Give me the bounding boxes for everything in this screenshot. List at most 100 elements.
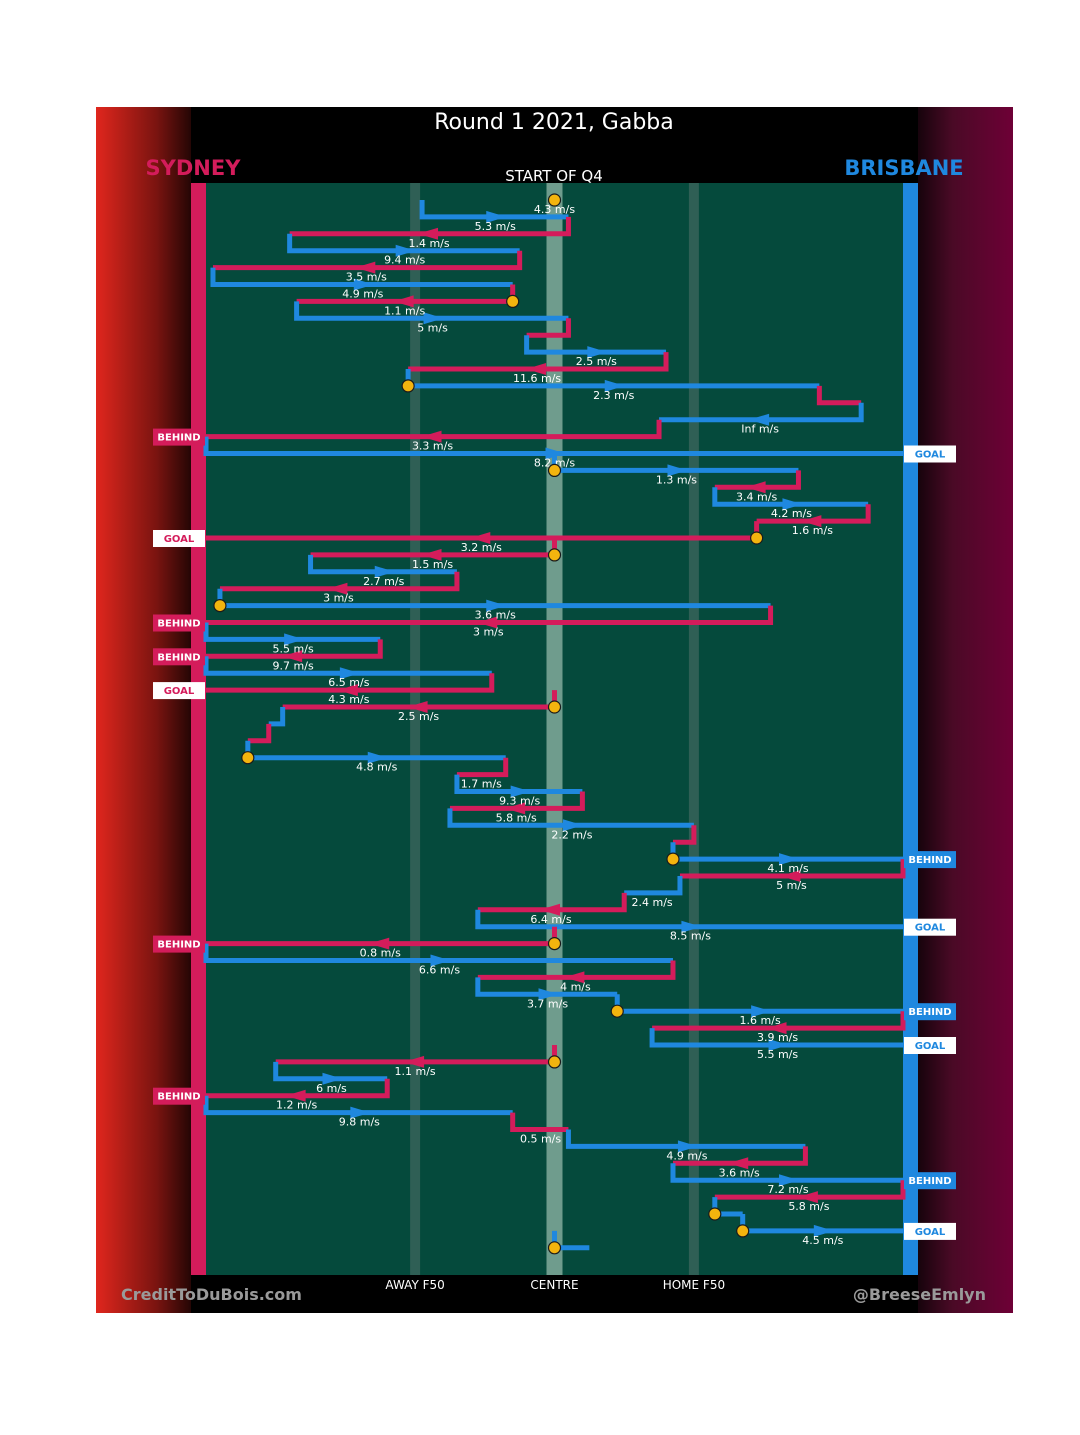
speed-label: 5.8 m/s: [496, 811, 537, 824]
speed-label: 6 m/s: [316, 1082, 347, 1095]
direction-arrow: [285, 1089, 306, 1102]
direction-arrow: [510, 785, 531, 798]
speed-label: 5.5 m/s: [273, 642, 314, 655]
chain-line: [712, 487, 869, 507]
ball-up-marker: [213, 599, 227, 613]
speed-label: 3.2 m/s: [461, 541, 502, 554]
right-team-gradient: [903, 107, 1013, 1313]
speed-label: 1.1 m/s: [384, 304, 425, 317]
direction-arrow: [667, 464, 688, 477]
ball-up-marker: [547, 463, 562, 477]
chain-line: [203, 436, 903, 456]
chain-line: [565, 1129, 806, 1149]
score-result-tag: [153, 648, 205, 666]
direction-arrow: [369, 937, 390, 950]
speed-label: 1.2 m/s: [276, 1099, 317, 1112]
direction-arrow: [423, 312, 444, 325]
direction-arrow: [418, 227, 439, 240]
speed-label: 6.6 m/s: [419, 964, 460, 977]
speed-label: 9.7 m/s: [273, 659, 314, 672]
speed-label: 9.3 m/s: [499, 795, 540, 808]
speed-label: 8.5 m/s: [670, 930, 711, 943]
score-result-label: BEHIND: [908, 1176, 951, 1187]
direction-arrow: [801, 515, 822, 528]
score-result-tag: [904, 1003, 956, 1021]
score-result-label: BEHIND: [157, 619, 200, 630]
speed-label: 2.7 m/s: [363, 575, 404, 588]
speed-label: 3.9 m/s: [757, 1031, 798, 1044]
speed-label: 4.9 m/s: [666, 1149, 707, 1162]
score-result-label: GOAL: [915, 1227, 946, 1238]
chain-line: [672, 1146, 808, 1166]
direction-arrow: [778, 853, 799, 866]
speed-label: 1.4 m/s: [408, 237, 449, 250]
speed-label: 5.8 m/s: [788, 1200, 829, 1213]
score-result-label: BEHIND: [908, 855, 951, 866]
away-team-name: SYDNEY: [146, 156, 242, 180]
direction-arrow: [562, 819, 583, 832]
chain-line: [679, 859, 906, 879]
speed-label: 1.3 m/s: [656, 473, 697, 486]
chain-line: [287, 233, 520, 254]
chain-line: [714, 1180, 906, 1200]
ball-up-marker: [547, 700, 562, 714]
possession-chain-chart: 4.3 m/s 5.3 m/s 1.4 m/s 9.4 m/s 3.5 m/s 4.9 m…: [96, 107, 1013, 1313]
direction-arrow: [486, 599, 507, 612]
score-result-tag: [904, 918, 956, 936]
ball-up-marker: [610, 1004, 624, 1018]
x-axis-label: HOME F50: [663, 1278, 725, 1292]
speed-label: 3.3 m/s: [412, 440, 453, 453]
chain-line: [475, 909, 903, 930]
chain-line: [456, 757, 509, 778]
speed-label: 2.2 m/s: [551, 828, 592, 841]
score-result-label: GOAL: [915, 1041, 946, 1052]
speed-label: 6.4 m/s: [530, 913, 571, 926]
chain-line: [203, 1095, 513, 1116]
ball-up-marker: [736, 1224, 750, 1238]
chain-line: [206, 1078, 390, 1099]
credit-left: CreditToDuBois.com: [121, 1285, 302, 1304]
chain-line: [212, 250, 523, 271]
chain-line: [475, 977, 618, 997]
chain-line: [203, 656, 492, 676]
direction-arrow: [728, 1157, 749, 1170]
score-result-label: BEHIND: [157, 1092, 200, 1103]
speed-label: 3.4 m/s: [736, 490, 777, 503]
chain-line: [408, 352, 669, 372]
chain-line: [652, 1011, 906, 1031]
ball-up-marker: [241, 751, 255, 765]
direction-arrow: [486, 210, 507, 223]
direction-arrow: [339, 667, 360, 680]
speed-label: 0.8 m/s: [360, 947, 401, 960]
chain-line: [219, 571, 460, 592]
speed-label: 2.5 m/s: [398, 710, 439, 723]
chain-line: [206, 419, 662, 440]
speed-label: 1.7 m/s: [461, 778, 502, 791]
speed-label: 8.2 m/s: [534, 457, 575, 470]
direction-arrow: [681, 920, 702, 933]
ball-up-marker: [506, 294, 520, 308]
ball-up-marker: [708, 1207, 722, 1221]
score-result-tag: [904, 1222, 956, 1240]
speed-label: 9.8 m/s: [339, 1116, 380, 1129]
direction-arrow: [407, 701, 428, 713]
speed-label: 3.6 m/s: [475, 609, 516, 622]
chain-line: [210, 267, 513, 287]
direction-arrow: [778, 1174, 799, 1187]
speed-label: 4.1 m/s: [767, 862, 808, 875]
chain-line: [526, 318, 571, 338]
ball-up-marker: [547, 936, 562, 951]
score-result-tag: [904, 851, 956, 869]
chain-line: [714, 470, 801, 490]
chain-line: [289, 216, 571, 237]
speed-label: 5 m/s: [776, 879, 807, 892]
score-result-tag: [153, 682, 205, 700]
ball-up-marker: [750, 531, 764, 545]
speed-label: 6.5 m/s: [328, 676, 369, 689]
zone-band: [410, 183, 421, 1275]
direction-arrow: [538, 988, 559, 1001]
zone-band: [688, 183, 699, 1275]
speed-label: 5 m/s: [417, 321, 448, 334]
footer-band: [191, 1275, 918, 1313]
score-result-tag: [153, 935, 205, 953]
